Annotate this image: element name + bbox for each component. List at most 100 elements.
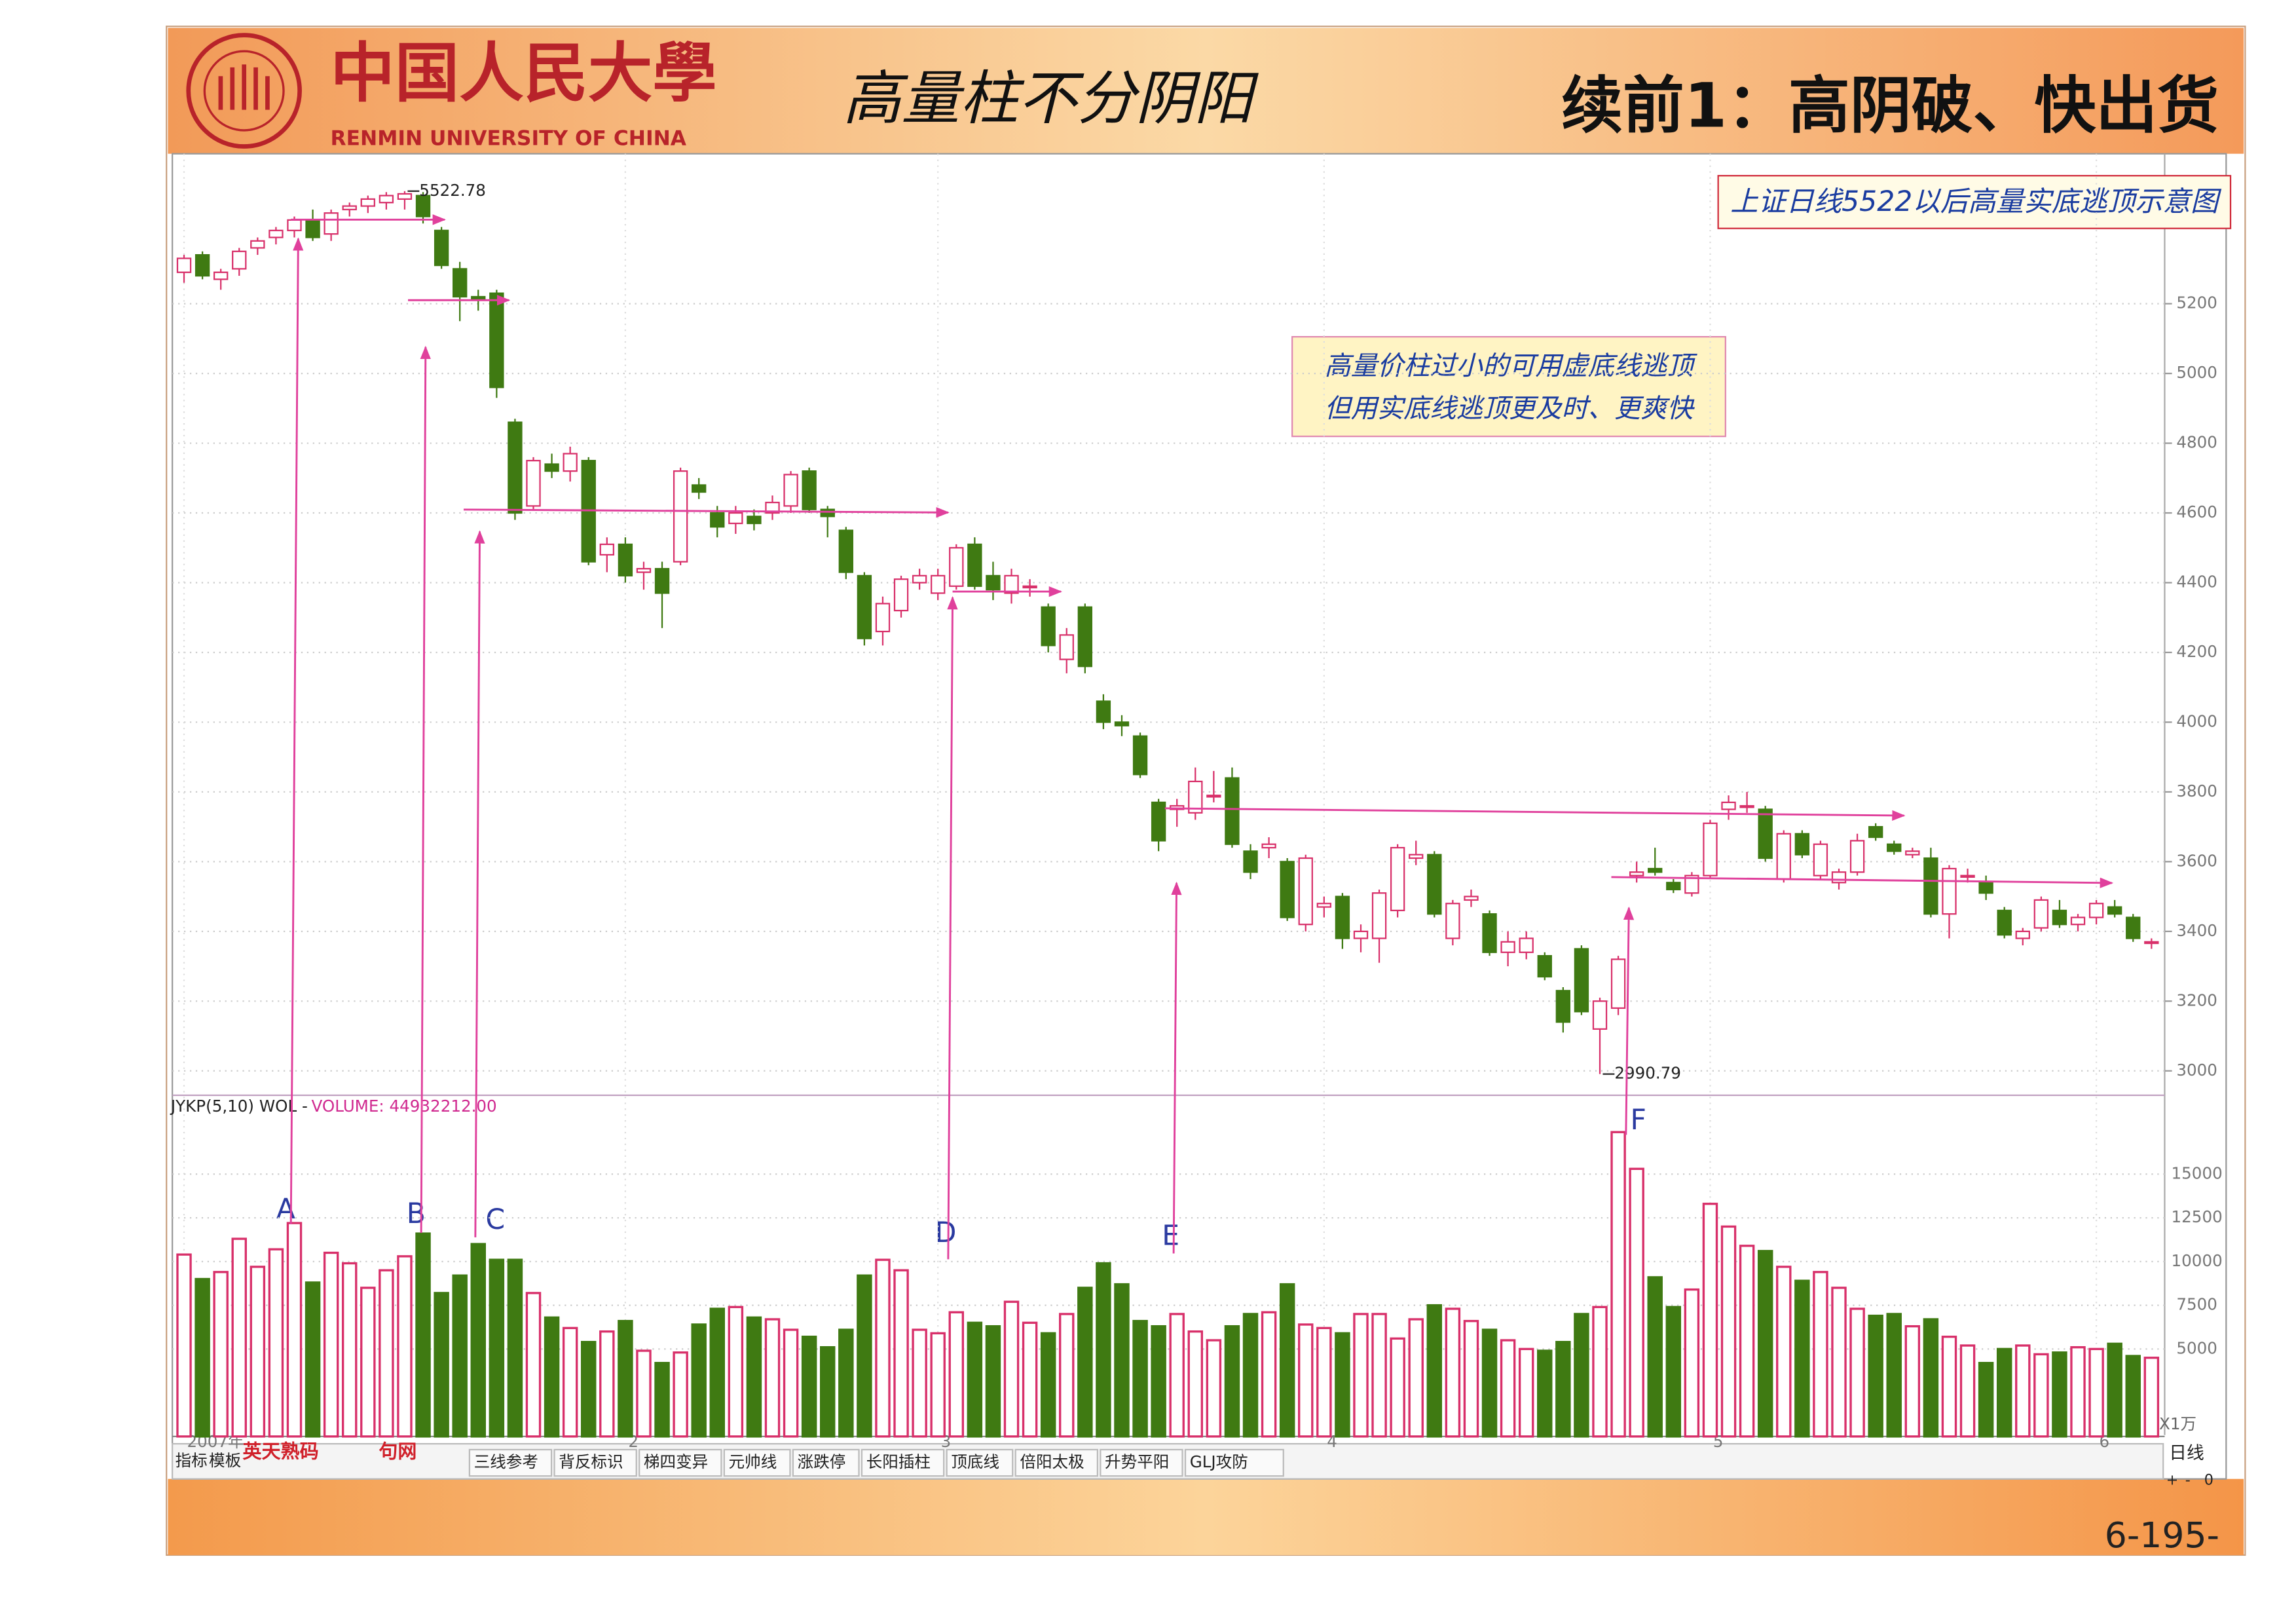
footer-band [168,1478,2244,1555]
toolbar-tab[interactable]: 模板 [209,1451,241,1470]
brand: 英天熟码 [242,1440,318,1462]
candle-body [415,195,431,217]
candle-body [1629,871,1644,876]
volume-bar [1151,1325,1166,1438]
candle-body [1280,861,1295,918]
toolbar-tab-box [792,1448,860,1477]
volume-bar [580,1341,597,1438]
volume-bar [286,1222,303,1438]
candle-body [324,212,339,235]
toolbar-tab[interactable]: GLJ攻防 [1190,1452,1248,1471]
candle-body [857,574,872,639]
volume-bar [562,1326,578,1438]
candle-body [434,229,449,267]
volume-bar [231,1237,247,1438]
volume-bar [636,1349,652,1438]
marker-letter: E [1162,1220,1179,1252]
marker-letter: A [276,1194,295,1226]
volume-bar [360,1287,376,1438]
candle-body [1335,895,1350,939]
volume-bar [1132,1319,1148,1438]
candle-body [1849,840,1865,873]
brand-site: 句网 [379,1440,417,1462]
candle-body [673,470,688,563]
candle-body [1666,882,1681,891]
volume-bar [305,1281,321,1438]
volume-bar [618,1319,633,1438]
volume-bar [764,1318,781,1438]
volume-bar [1169,1313,1185,1438]
zoom-control[interactable]: + [2166,1471,2179,1488]
university-name-en: RENMIN UNIVERSITY OF CHINA [331,126,687,150]
toolbar-tab[interactable]: 指标 [176,1451,208,1470]
candle-body [1261,843,1276,849]
volume-bar [525,1292,542,1438]
toolbar-tab[interactable]: 长阳插柱 [866,1452,931,1471]
volume-bar [1059,1313,1075,1438]
logo [186,33,302,149]
candle-body [213,271,229,280]
candle-body [1813,843,1828,876]
toolbar: 指标 模板 英天熟码 句网 日线 + - 0 三线参考 背反标识 梯四变异 元帅线 涨跌… [172,1440,2213,1488]
y-tick-label: 4000 [2176,711,2217,730]
candle-body [931,574,946,594]
candle-body [1537,954,1552,978]
y-tick-label: 3200 [2176,990,2217,1009]
toolbar-tab[interactable]: 元帅线 [729,1452,777,1471]
candle-body [2070,916,2086,926]
y-tick-label: 5000 [2176,363,2217,382]
volume-bar [415,1232,431,1438]
volume-bar [2015,1344,2031,1438]
volume-bar [1518,1347,1534,1438]
volume-bar [1849,1307,1865,1438]
subtitle: 上证日线5522以后高量实底逃顶示意图 [1730,186,2222,218]
volume-bar [820,1346,836,1438]
toolbar-tab[interactable]: 梯四变异 [644,1452,708,1471]
candle-body [1225,777,1240,845]
toolbar-tab[interactable]: 升势平阳 [1105,1452,1169,1471]
zoom-control[interactable]: 0 [2204,1471,2213,1488]
y-tick-label: 12500 [2172,1207,2223,1226]
volume-bar [1371,1313,1387,1438]
candle-body [1703,822,1718,876]
indicator-label: JYKP(5,10) WOL - [170,1097,308,1116]
candle-body [1059,634,1074,660]
volume-bar [1720,1225,1737,1438]
page-number: 6-195- [2105,1514,2219,1556]
volume-bar [1040,1332,1056,1438]
candle-body [1445,903,1460,939]
candle-body [544,463,559,472]
volume-bar [1224,1325,1240,1438]
volume-bar [1445,1307,1461,1438]
toolbar-tab[interactable]: 背反标识 [559,1452,623,1471]
volume-bar [912,1328,927,1438]
volume-bar [1298,1323,1314,1438]
toolbar-tab[interactable]: 倍阳太极 [1020,1452,1084,1471]
volume-bar [801,1335,817,1438]
toolbar-tab[interactable]: 顶底线 [951,1452,999,1471]
annotation-arrows [289,214,2114,1260]
volume-bar [194,1277,210,1438]
candle-body [2033,899,2049,929]
volume-bar [341,1262,358,1438]
zoom-control[interactable]: - [2185,1471,2191,1488]
toolbar-tab[interactable]: 涨跌停 [798,1452,846,1471]
volume-bar [599,1330,615,1438]
y-tick-label: 5000 [2176,1338,2217,1357]
candle-body [563,453,578,472]
candle-body [305,219,320,238]
volume-bar [1831,1287,1847,1438]
candle-body [1243,850,1258,873]
volume-bar [1022,1321,1038,1438]
volume-bar [489,1258,505,1438]
volume-bar [2107,1342,2122,1438]
candle-body [1905,850,1920,856]
y-tick-label: 15000 [2172,1163,2223,1182]
period-label[interactable]: 日线 [2169,1443,2204,1463]
candle-body [912,574,927,584]
toolbar-tab[interactable]: 三线参考 [474,1452,538,1471]
volume-bar [250,1266,266,1438]
candle-body [379,195,394,204]
y-tick-label: 3400 [2176,921,2217,940]
candle-body [1500,941,1515,953]
